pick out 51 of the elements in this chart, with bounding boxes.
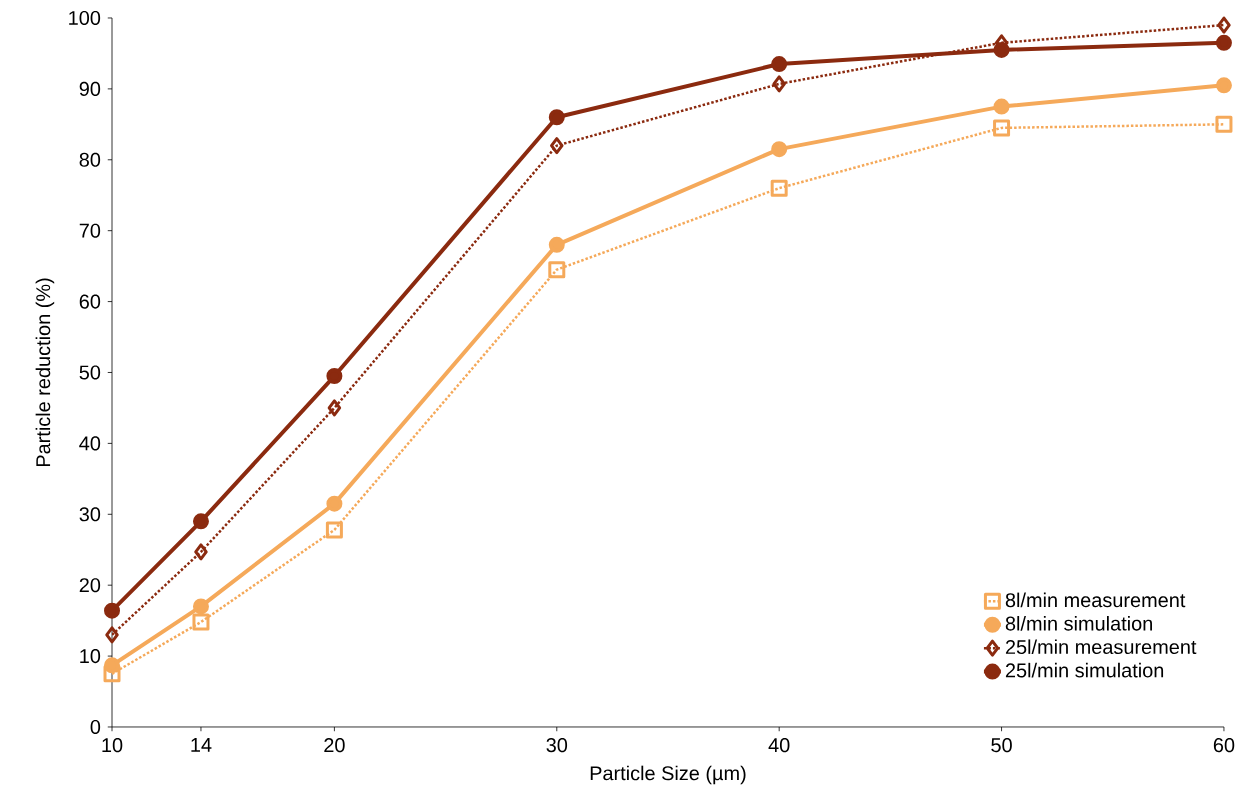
point xyxy=(770,179,788,197)
point xyxy=(104,602,121,619)
point xyxy=(326,495,343,512)
point xyxy=(772,75,786,93)
x-tick-label: 30 xyxy=(546,738,568,753)
point xyxy=(771,141,788,158)
point xyxy=(104,657,121,674)
legend-label: 8l/min simulation xyxy=(1005,616,1152,631)
point xyxy=(548,109,565,126)
point xyxy=(548,261,566,279)
point xyxy=(993,41,1010,58)
point xyxy=(192,613,210,631)
y-tick-label: 60 xyxy=(79,294,101,309)
x-tick-label: 50 xyxy=(991,738,1012,753)
point xyxy=(548,236,565,253)
x-tick-label: 20 xyxy=(324,738,345,753)
y-tick-label: 30 xyxy=(79,507,101,522)
x-tick-label: 60 xyxy=(1213,738,1235,753)
point xyxy=(771,56,788,73)
y-tick-label: 40 xyxy=(79,436,101,451)
point xyxy=(1215,34,1232,51)
legend-label: 8l/min measurement xyxy=(1005,592,1186,608)
point xyxy=(993,119,1011,137)
y-tick-label: 70 xyxy=(79,223,101,238)
x-tick-label: 40 xyxy=(768,738,790,753)
y-tick-label: 0 xyxy=(90,719,101,735)
legend-label: 25l/min simulation xyxy=(1005,662,1164,678)
y-tick-label: 50 xyxy=(79,365,101,380)
point xyxy=(1217,16,1231,34)
point xyxy=(1215,77,1232,94)
point xyxy=(993,98,1010,115)
point xyxy=(1215,115,1233,133)
point xyxy=(550,137,564,155)
y-tick-label: 100 xyxy=(69,10,101,26)
x-tick-label: 10 xyxy=(102,738,123,753)
point xyxy=(326,368,343,385)
x-tick-label: 14 xyxy=(191,738,212,752)
y-tick-label: 20 xyxy=(79,578,101,593)
y-tick-label: 10 xyxy=(80,649,101,664)
point xyxy=(105,626,119,644)
point xyxy=(194,543,208,561)
point xyxy=(327,399,342,417)
y-tick-label: 90 xyxy=(79,81,101,96)
legend-label: 25l/min measurement xyxy=(1005,639,1197,655)
y-axis-title: Particle reduction (%) xyxy=(35,278,55,467)
x-axis-title: Particle Size (µm) xyxy=(590,765,746,785)
point xyxy=(192,513,209,530)
point xyxy=(325,521,343,539)
y-tick-label: 80 xyxy=(79,152,101,167)
point xyxy=(103,665,121,683)
point xyxy=(192,598,209,615)
